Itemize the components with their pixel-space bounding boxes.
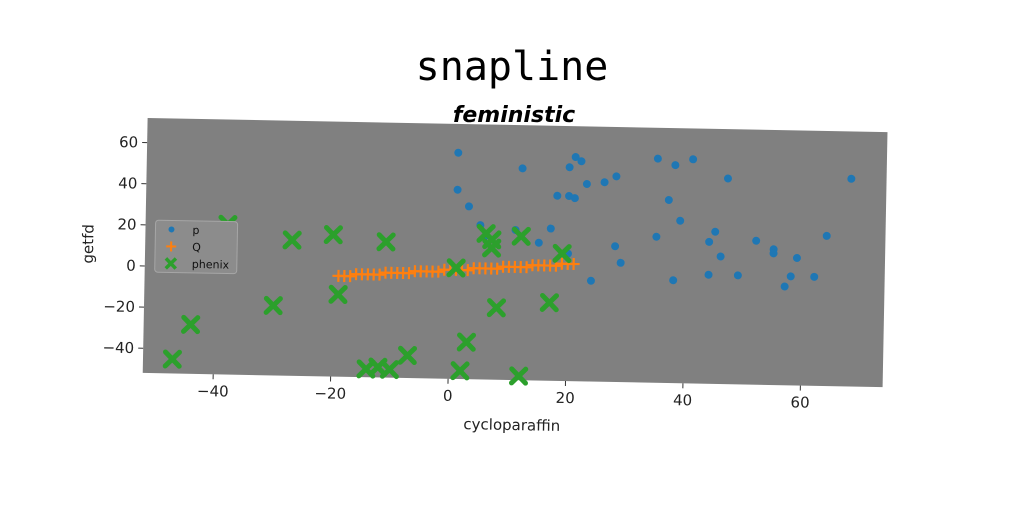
point-phenix xyxy=(282,230,302,250)
y-tick-label: −40 xyxy=(102,338,134,357)
point-p xyxy=(704,270,713,279)
point-p xyxy=(616,258,625,267)
x-tick-label: 60 xyxy=(790,393,809,411)
y-tick-label: 60 xyxy=(119,133,138,151)
point-p xyxy=(518,164,527,173)
legend-label-q: Q xyxy=(192,241,201,254)
point-p xyxy=(586,276,595,285)
point-phenix xyxy=(328,284,348,305)
x-axis-label: cycloparaffin xyxy=(463,415,560,435)
point-q xyxy=(373,268,386,281)
point-phenix xyxy=(456,332,477,352)
point-p xyxy=(571,153,580,162)
y-tick-label: 0 xyxy=(126,257,136,275)
y-tick-label: 40 xyxy=(118,174,137,192)
rotated-chart: −40 −20 0 20 40 60 −40 −20 0 20 40 60 cycloparaffin… xyxy=(79,117,888,435)
data-marks xyxy=(162,148,856,386)
y-axis-label: getfd xyxy=(79,224,98,264)
point-p xyxy=(582,180,591,189)
point-phenix xyxy=(162,349,182,369)
point-phenix xyxy=(446,258,466,278)
point-phenix xyxy=(181,314,201,335)
x-tick-label: 20 xyxy=(555,389,574,407)
y-tick-label: −20 xyxy=(103,297,135,316)
point-p xyxy=(847,174,856,183)
point-q xyxy=(402,267,415,280)
legend: p Q phenix xyxy=(154,219,239,275)
series-phenix xyxy=(162,214,572,386)
legend-label-phenix: phenix xyxy=(192,258,230,272)
point-p xyxy=(711,227,720,236)
legend-marker-p xyxy=(168,226,175,233)
legend-marker-q xyxy=(166,241,177,252)
point-p xyxy=(570,194,579,203)
point-p xyxy=(664,195,673,204)
point-phenix xyxy=(511,226,531,246)
point-p xyxy=(705,237,714,246)
x-tick-label: 40 xyxy=(673,391,692,409)
point-p xyxy=(611,242,620,251)
point-p xyxy=(454,148,463,157)
point-p xyxy=(723,174,732,183)
point-phenix xyxy=(508,366,529,386)
plot-area xyxy=(142,117,888,388)
point-p xyxy=(733,271,742,280)
point-phenix xyxy=(539,292,560,313)
point-phenix xyxy=(379,359,400,380)
point-p xyxy=(792,253,801,262)
chart-title: snapline xyxy=(416,44,609,90)
point-p xyxy=(780,282,789,291)
point-p xyxy=(600,178,609,187)
point-phenix xyxy=(376,232,396,252)
point-p xyxy=(822,231,831,240)
point-phenix xyxy=(397,345,418,366)
point-p xyxy=(716,252,725,261)
point-phenix xyxy=(552,243,572,264)
point-q xyxy=(432,265,445,278)
point-phenix xyxy=(323,225,343,245)
chart-subtitle: feministic xyxy=(453,103,575,128)
point-phenix xyxy=(482,238,502,258)
axis-ticks: −40 −20 0 20 40 60 −40 −20 0 20 40 60 xyxy=(102,133,809,412)
point-phenix xyxy=(450,361,470,381)
point-q xyxy=(520,261,533,274)
point-p xyxy=(577,157,586,166)
x-tick-label: −40 xyxy=(197,382,229,401)
point-phenix xyxy=(486,298,507,318)
point-p xyxy=(553,191,562,200)
point-p xyxy=(546,224,555,233)
point-p xyxy=(534,238,543,247)
legend-label-p: p xyxy=(192,224,199,237)
point-p xyxy=(653,154,662,163)
point-p xyxy=(565,163,574,172)
legend-marker-phenix xyxy=(164,257,178,270)
point-q xyxy=(344,270,357,283)
point-p xyxy=(676,216,685,225)
point-p xyxy=(669,276,678,285)
point-p xyxy=(752,236,761,245)
point-q xyxy=(567,257,580,270)
point-p xyxy=(612,172,621,181)
point-p xyxy=(810,272,819,281)
point-p xyxy=(671,161,680,170)
point-p xyxy=(689,155,698,164)
point-p xyxy=(652,232,661,241)
y-tick-label: 20 xyxy=(117,215,136,233)
point-q xyxy=(491,262,504,275)
point-p xyxy=(769,249,778,258)
point-q xyxy=(461,264,474,277)
point-p xyxy=(786,272,795,281)
point-p xyxy=(453,185,462,194)
point-phenix xyxy=(263,295,283,316)
point-p xyxy=(464,202,473,211)
x-tick-label: 0 xyxy=(443,387,453,405)
x-tick-label: −20 xyxy=(314,384,346,403)
